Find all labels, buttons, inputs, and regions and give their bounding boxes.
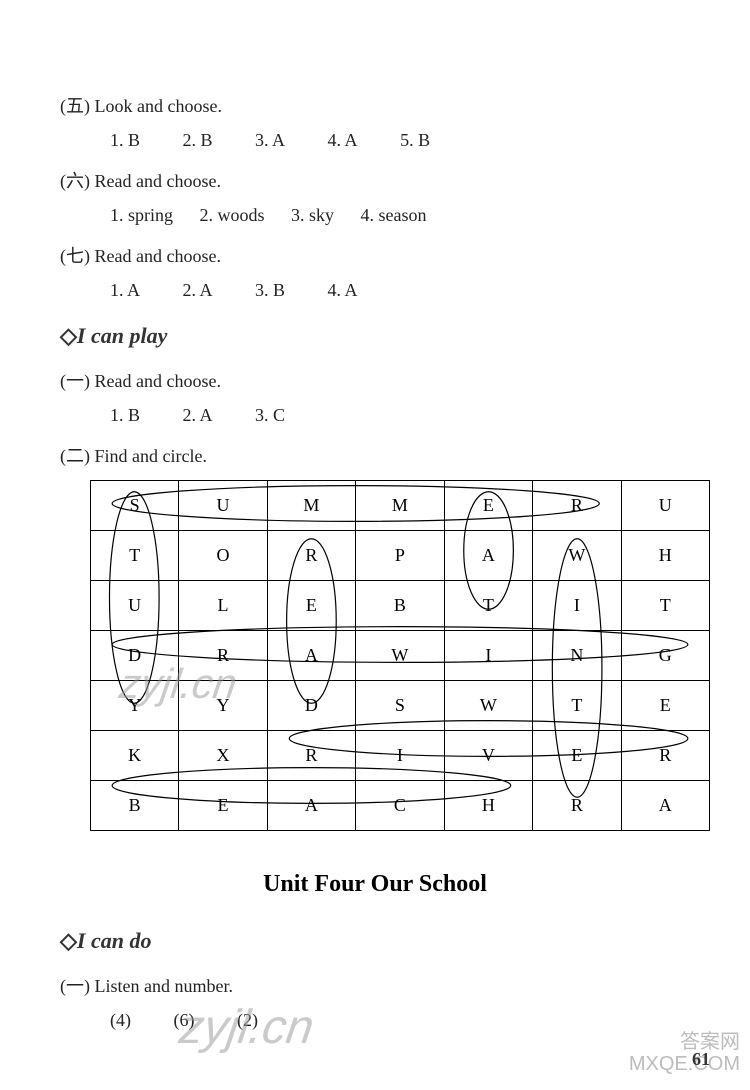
grid-cell: S [356,681,444,731]
page-number: 61 [692,1049,710,1070]
ans: 3. B [255,280,285,301]
grid-cell: R [267,731,355,781]
i-can-do-heading: ◇I can do [60,928,690,954]
ans: 4. A [328,280,358,301]
grid-cell: H [621,531,709,581]
section-seven-answers: 1. A 2. A 3. B 4. A [110,280,690,301]
section-six-answers: 1. spring 2. woods 3. sky 4. season [110,205,690,226]
grid-cell: A [267,781,355,831]
ans: (2) [237,1010,258,1031]
grid-cell: O [179,531,267,581]
grid-cell: R [533,781,621,831]
section-two-label: (二) Find and circle. [60,442,690,468]
grid-cell: E [179,781,267,831]
grid-cell: Y [91,681,179,731]
grid-cell: R [621,731,709,781]
word-search-grid: SUMMERUTORPAWHULEBTITDRAWINGYYDSWTEKXRIV… [90,480,710,831]
grid-cell: T [91,531,179,581]
ans: 3. C [255,405,285,426]
ans: 2. B [183,130,213,151]
grid-cell: I [533,581,621,631]
grid-cell: Y [179,681,267,731]
section-five-answers: 1. B 2. B 3. A 4. A 5. B [110,130,690,151]
ans: 5. B [400,130,430,151]
grid-cell: I [356,731,444,781]
grid-cell: X [179,731,267,781]
grid-cell: W [533,531,621,581]
ans: 2. A [183,280,213,301]
grid-cell: K [91,731,179,781]
grid-cell: B [356,581,444,631]
grid-cell: M [356,481,444,531]
grid-cell: U [179,481,267,531]
grid-cell: D [91,631,179,681]
ans: 3. sky [291,205,334,226]
grid-cell: V [444,731,532,781]
grid-cell: B [91,781,179,831]
grid-cell: D [267,681,355,731]
ans: 1. B [110,405,140,426]
ans: 3. A [255,130,285,151]
ans: (6) [174,1010,195,1031]
diamond-icon: ◇ [60,323,77,348]
grid-cell: U [91,581,179,631]
grid-cell: P [356,531,444,581]
grid-cell: R [267,531,355,581]
grid-cell: G [621,631,709,681]
ans: 1. A [110,280,140,301]
listen-label: (一) Listen and number. [60,972,690,998]
grid-cell: H [444,781,532,831]
i-can-play-heading: ◇I can play [60,323,690,349]
ans: 4. season [361,205,427,226]
section-five-label: (五) Look and choose. [60,92,690,118]
section-six-label: (六) Read and choose. [60,167,690,193]
listen-answers: (4) (6) (2) [110,1010,690,1031]
grid-cell: W [356,631,444,681]
grid-cell: W [444,681,532,731]
ans: 1. spring [110,205,173,226]
ans: 4. A [328,130,358,151]
grid-cell: M [267,481,355,531]
footer-watermark: 答案网 MXQE.COM [629,1031,740,1075]
grid-cell: T [621,581,709,631]
grid-cell: A [444,531,532,581]
ans: 2. A [183,405,213,426]
grid-cell: E [621,681,709,731]
grid-cell: E [444,481,532,531]
ans: (4) [110,1010,131,1031]
grid-cell: A [621,781,709,831]
ans: 1. B [110,130,140,151]
grid-cell: A [267,631,355,681]
grid-cell: T [444,581,532,631]
grid-cell: E [533,731,621,781]
ans: 2. woods [200,205,265,226]
grid-cell: L [179,581,267,631]
section-seven-label: (七) Read and choose. [60,242,690,268]
grid-cell: C [356,781,444,831]
grid-cell: T [533,681,621,731]
grid-cell: N [533,631,621,681]
grid-cell: U [621,481,709,531]
grid-cell: R [533,481,621,531]
grid-cell: E [267,581,355,631]
diamond-icon: ◇ [60,928,77,953]
section-one-answers: 1. B 2. A 3. C [110,405,690,426]
section-one-label: (一) Read and choose. [60,367,690,393]
unit-title: Unit Four Our School [60,871,690,898]
grid-cell: I [444,631,532,681]
grid-cell: S [91,481,179,531]
grid-cell: R [179,631,267,681]
